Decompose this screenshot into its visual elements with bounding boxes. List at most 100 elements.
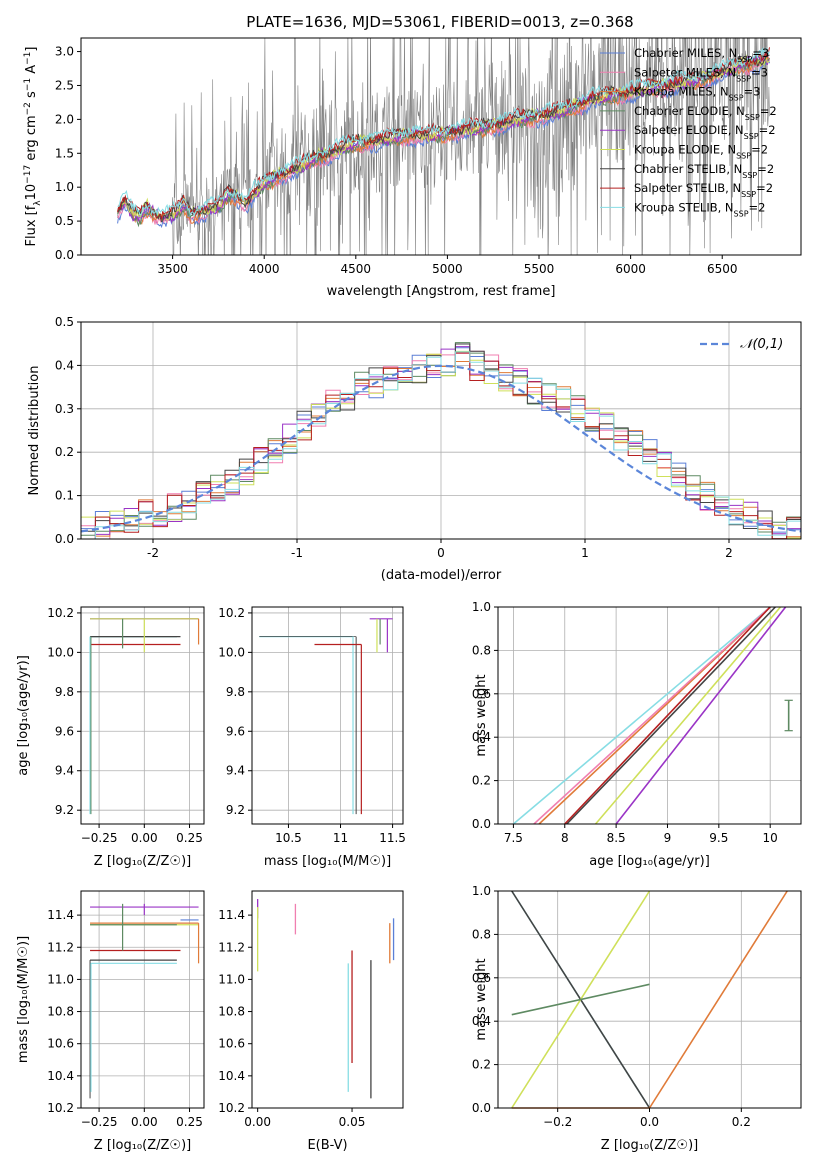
figure-title: PLATE=1636, MJD=53061, FIBERID=0013, z=0… bbox=[246, 13, 634, 31]
mass-z-errorbars bbox=[89, 903, 200, 1099]
x-tick-label: 8 bbox=[561, 831, 569, 845]
spectrum-lines bbox=[117, 38, 770, 255]
x-tick-label: 1 bbox=[581, 546, 589, 560]
panel-4-grid bbox=[252, 607, 403, 824]
y-tick-label: 10.8 bbox=[218, 1005, 245, 1019]
y-tick-label: 11.0 bbox=[47, 972, 74, 986]
y-tick-label: 1.0 bbox=[55, 180, 74, 194]
panel-8-grid bbox=[498, 890, 801, 1109]
panel-1-frame bbox=[80, 37, 802, 256]
mass-weight-line bbox=[566, 606, 776, 825]
x-tick-label: 10.5 bbox=[275, 831, 302, 845]
y-tick-label: 9.2 bbox=[55, 803, 74, 817]
x-tick-label: 0.2 bbox=[732, 1115, 751, 1129]
model-spectrum-kroupa-stelib bbox=[117, 47, 770, 217]
y-tick-label: 9.8 bbox=[55, 685, 74, 699]
y-tick-label: 9.4 bbox=[55, 764, 74, 778]
x-tick-label: 9.5 bbox=[709, 831, 728, 845]
panel-5-grid bbox=[498, 606, 801, 825]
panel-4-frame bbox=[251, 606, 404, 825]
y-tick-label: 9.6 bbox=[55, 724, 74, 738]
x-tick-label: -1 bbox=[291, 546, 303, 560]
x-axis-label: mass [log₁₀(M/M☉)] bbox=[264, 854, 391, 869]
x-tick-label: 0.00 bbox=[131, 1115, 158, 1129]
y-tick-label: 11.4 bbox=[47, 908, 74, 922]
x-tick-label: -2 bbox=[147, 546, 159, 560]
panel-7-frame bbox=[251, 890, 404, 1109]
mass-weight-line bbox=[564, 606, 771, 825]
y-tick-label: 1.0 bbox=[472, 884, 491, 898]
y-tick-label: 0.8 bbox=[472, 643, 491, 657]
x-tick-label: 0 bbox=[437, 546, 445, 560]
y-tick-label: 2.0 bbox=[55, 112, 74, 126]
x-tick-label: 5000 bbox=[432, 262, 463, 276]
y-tick-label: 9.4 bbox=[226, 764, 245, 778]
x-tick-label: −0.25 bbox=[81, 831, 118, 845]
y-tick-label: 11.4 bbox=[218, 908, 245, 922]
y-tick-label: 0.4 bbox=[55, 358, 74, 372]
y-tick-label: 10.4 bbox=[218, 1069, 245, 1083]
y-tick-label: 0.6 bbox=[472, 971, 491, 985]
x-tick-label: 11 bbox=[333, 831, 348, 845]
legend-entry: Salpeter STELIB, NSSP=2 bbox=[634, 181, 773, 199]
histogram-kroupa-stelib bbox=[81, 351, 801, 539]
y-tick-label: 0.0 bbox=[472, 817, 491, 831]
x-tick-label: 0.25 bbox=[176, 831, 203, 845]
x-tick-label: 9 bbox=[664, 831, 672, 845]
y-tick-label: 0.4 bbox=[472, 730, 491, 744]
x-tick-label: 6500 bbox=[707, 262, 738, 276]
x-tick-label: −0.25 bbox=[81, 1115, 118, 1129]
y-tick-label: 9.8 bbox=[226, 685, 245, 699]
x-axis-label: (data-model)/error bbox=[381, 568, 502, 583]
y-tick-label: 10.6 bbox=[218, 1037, 245, 1051]
mass-weight-line bbox=[615, 606, 787, 825]
y-tick-label: 10.2 bbox=[47, 606, 74, 620]
x-tick-label: 10 bbox=[763, 831, 778, 845]
x-axis-label: age [log₁₀(age/yr)] bbox=[589, 854, 710, 869]
legend-entry: Kroupa ELODIE, NSSP=2 bbox=[634, 143, 768, 161]
mass-weight-line bbox=[511, 983, 650, 1016]
y-tick-label: 0.4 bbox=[472, 1014, 491, 1028]
x-tick-label: 5500 bbox=[524, 262, 555, 276]
y-tick-label: 10.4 bbox=[47, 1069, 74, 1083]
x-axis-label: Z [log₁₀(Z/Z☉)] bbox=[94, 1138, 191, 1153]
age-mass-errorbars bbox=[259, 618, 393, 815]
panel-5-frame bbox=[497, 606, 802, 825]
y-tick-label: 0.1 bbox=[55, 489, 74, 503]
panel-3-grid bbox=[81, 607, 204, 824]
panel-3-frame bbox=[80, 606, 205, 825]
y-tick-label: 10.6 bbox=[47, 1037, 74, 1051]
y-axis-label: age [log₁₀(age/yr)] bbox=[16, 655, 31, 776]
y-tick-label: 0.3 bbox=[55, 402, 74, 416]
y-tick-label: 10.2 bbox=[218, 1101, 245, 1115]
y-tick-label: 3.0 bbox=[55, 45, 74, 59]
y-tick-label: 10.8 bbox=[47, 1005, 74, 1019]
y-tick-label: 9.6 bbox=[226, 724, 245, 738]
x-tick-label: 0.00 bbox=[244, 1115, 271, 1129]
y-tick-label: 0.5 bbox=[55, 315, 74, 329]
model-spectrum-kroupa-miles bbox=[117, 55, 770, 225]
x-tick-label: 6000 bbox=[615, 262, 646, 276]
y-tick-label: 1.0 bbox=[472, 600, 491, 614]
x-tick-label: 0.00 bbox=[131, 831, 158, 845]
legend-entry: Kroupa STELIB, NSSP=2 bbox=[634, 200, 765, 218]
gaussian-curve bbox=[81, 364, 801, 533]
x-tick-label: 0.25 bbox=[176, 1115, 203, 1129]
x-tick-label: 0.05 bbox=[339, 1115, 366, 1129]
y-tick-label: 1.5 bbox=[55, 146, 74, 160]
y-tick-label: 10.0 bbox=[218, 645, 245, 659]
legend-entry: Chabrier STELIB, NSSP=2 bbox=[634, 162, 774, 180]
x-tick-label: 4000 bbox=[249, 262, 280, 276]
y-tick-label: 0.0 bbox=[55, 532, 74, 546]
y-tick-label: 0.0 bbox=[472, 1101, 491, 1115]
x-tick-label: 11.5 bbox=[379, 831, 406, 845]
panel-6-grid bbox=[81, 891, 204, 1109]
legend-entry: 𝒩(0,1) bbox=[740, 337, 783, 352]
x-axis-label: Z [log₁₀(Z/Z☉)] bbox=[94, 854, 191, 869]
y-tick-label: 0.5 bbox=[55, 214, 74, 228]
x-tick-label: 0.0 bbox=[640, 1115, 659, 1129]
y-tick-label: 2.5 bbox=[55, 78, 74, 92]
y-tick-label: 10.2 bbox=[218, 606, 245, 620]
y-tick-label: 0.2 bbox=[55, 445, 74, 459]
x-axis-label: wavelength [Angstrom, rest frame] bbox=[327, 284, 556, 299]
